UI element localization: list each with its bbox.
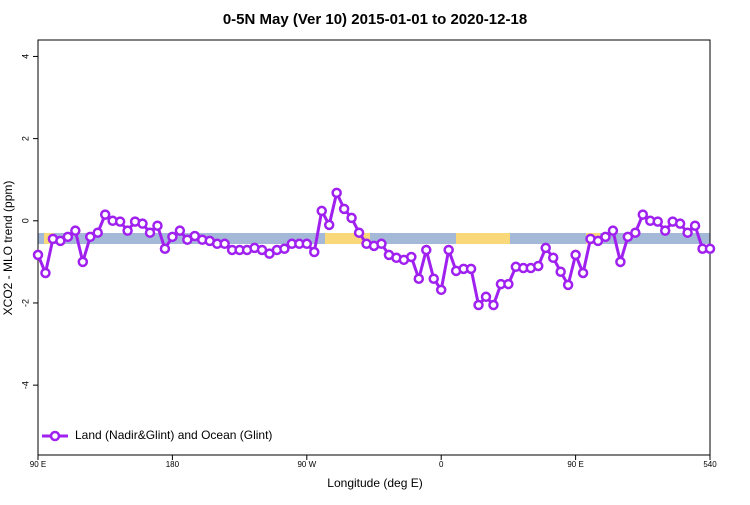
data-point <box>301 238 313 250</box>
x-tick-label: 180 <box>166 460 180 469</box>
data-point <box>70 225 81 236</box>
data-point <box>674 218 686 229</box>
data-point <box>159 243 171 254</box>
data-point <box>480 291 492 303</box>
data-point <box>279 243 290 254</box>
data-point <box>406 251 417 263</box>
data-point <box>607 225 619 236</box>
x-tick-label: 90 W <box>297 460 316 469</box>
data-point <box>85 231 96 243</box>
data-point <box>99 209 111 220</box>
data-point <box>428 273 439 284</box>
data-point <box>570 249 581 261</box>
data-point <box>92 227 103 238</box>
data-point <box>167 231 178 243</box>
data-point <box>219 238 230 250</box>
data-point <box>174 225 186 236</box>
data-point <box>353 227 365 238</box>
data-point <box>540 242 551 254</box>
data-point <box>435 284 447 296</box>
x-tick-label: 540 <box>703 460 717 469</box>
data-point <box>32 249 44 261</box>
y-tick-label: 2 <box>20 136 30 141</box>
data-point <box>555 266 566 277</box>
data-point <box>376 238 387 250</box>
legend-label: Land (Nadir&Glint) and Ocean (Glint) <box>75 428 272 442</box>
y-tick-label: -2 <box>20 299 30 307</box>
data-point <box>421 244 432 256</box>
data-point <box>682 227 693 238</box>
y-tick-label: -4 <box>20 381 30 389</box>
x-tick-label: 0 <box>439 460 444 469</box>
data-point <box>152 220 163 231</box>
data-point <box>652 216 663 227</box>
data-point <box>630 227 641 238</box>
y-tick-label: 0 <box>20 218 30 223</box>
data-point <box>331 187 342 199</box>
data-point <box>533 260 544 272</box>
y-tick-label: 4 <box>20 54 30 59</box>
data-point <box>346 212 357 224</box>
data-point <box>62 231 74 243</box>
x-tick-label: 90 E <box>30 460 46 469</box>
data-point <box>622 231 634 243</box>
data-point <box>600 231 611 243</box>
data-point <box>77 256 89 268</box>
data-point <box>122 225 133 236</box>
data-point <box>592 235 604 247</box>
data-point <box>40 267 51 279</box>
data-point <box>637 209 649 220</box>
data-point <box>689 220 701 231</box>
data-point <box>503 278 514 290</box>
data-point <box>547 252 559 264</box>
data-point <box>114 216 126 227</box>
data-point <box>615 256 626 268</box>
data-point <box>338 203 350 215</box>
data-point <box>55 235 66 247</box>
data-point <box>488 299 499 311</box>
data-point <box>465 263 477 275</box>
data-point <box>473 299 484 311</box>
legend: Land (Nadir&Glint) and Ocean (Glint) <box>42 428 272 442</box>
data-point <box>309 246 320 258</box>
data-point <box>144 227 156 238</box>
y-axis-label: XCO2 - MLO trend (ppm) <box>1 181 15 316</box>
chart-title: 0-5N May (Ver 10) 2015-01-01 to 2020-12-… <box>223 11 527 28</box>
data-point <box>659 225 671 236</box>
data-point <box>413 273 425 284</box>
data-point <box>704 243 716 254</box>
data-point <box>316 205 327 217</box>
x-tick-label: 90 E <box>567 460 583 469</box>
data-point <box>323 219 335 231</box>
x-axis-label: Longitude (deg E) <box>327 476 422 490</box>
data-point <box>443 244 454 256</box>
data-point <box>137 218 148 229</box>
data-point <box>577 267 589 279</box>
data-point <box>562 279 574 291</box>
